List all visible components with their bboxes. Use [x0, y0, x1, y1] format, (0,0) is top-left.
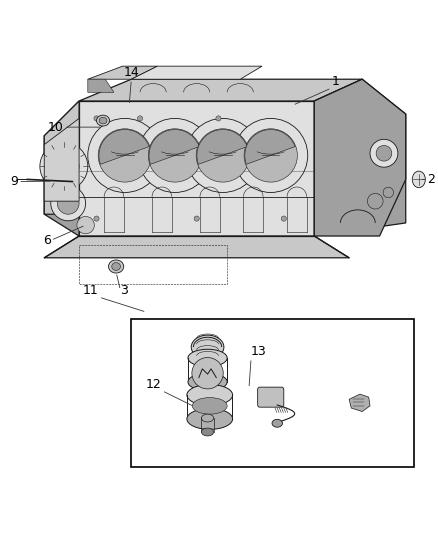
Circle shape — [192, 358, 223, 389]
Circle shape — [196, 129, 250, 182]
Circle shape — [51, 186, 85, 221]
Polygon shape — [79, 101, 314, 236]
Polygon shape — [314, 79, 406, 236]
Polygon shape — [44, 101, 79, 214]
Circle shape — [138, 118, 212, 192]
Text: 14: 14 — [124, 66, 139, 79]
Circle shape — [77, 216, 94, 234]
Circle shape — [94, 216, 99, 221]
Wedge shape — [149, 130, 199, 164]
Bar — [131, 319, 414, 467]
Text: 12: 12 — [146, 377, 162, 391]
Circle shape — [376, 146, 392, 161]
Circle shape — [49, 151, 79, 182]
Circle shape — [88, 118, 162, 192]
Polygon shape — [349, 394, 370, 411]
Text: 10: 10 — [48, 120, 64, 134]
Circle shape — [98, 129, 152, 182]
Ellipse shape — [96, 115, 110, 126]
Circle shape — [186, 118, 260, 192]
Ellipse shape — [201, 428, 214, 436]
Polygon shape — [88, 79, 114, 92]
Wedge shape — [197, 130, 247, 164]
Ellipse shape — [412, 171, 425, 188]
Text: 3: 3 — [120, 284, 128, 297]
Polygon shape — [44, 101, 79, 236]
Ellipse shape — [192, 398, 227, 414]
Polygon shape — [314, 79, 406, 236]
Ellipse shape — [188, 349, 227, 367]
Polygon shape — [44, 118, 79, 201]
Polygon shape — [88, 66, 158, 79]
Ellipse shape — [99, 117, 107, 124]
Circle shape — [138, 116, 143, 121]
Ellipse shape — [188, 373, 227, 391]
Circle shape — [383, 187, 393, 198]
Ellipse shape — [191, 335, 224, 359]
Circle shape — [57, 192, 79, 214]
Text: 1: 1 — [332, 75, 339, 88]
Circle shape — [281, 216, 286, 221]
Ellipse shape — [187, 408, 233, 430]
Circle shape — [367, 193, 383, 209]
Text: 9: 9 — [10, 175, 18, 188]
Wedge shape — [245, 130, 295, 164]
Text: 13: 13 — [251, 345, 267, 358]
Text: 2: 2 — [427, 173, 435, 186]
Wedge shape — [99, 130, 149, 164]
Polygon shape — [79, 79, 362, 101]
Polygon shape — [131, 66, 262, 79]
Circle shape — [194, 216, 199, 221]
Text: 11: 11 — [83, 284, 99, 297]
Circle shape — [148, 129, 201, 182]
Circle shape — [370, 139, 398, 167]
Ellipse shape — [112, 263, 120, 270]
Polygon shape — [44, 236, 349, 258]
Circle shape — [40, 142, 88, 190]
Circle shape — [216, 116, 221, 121]
Circle shape — [244, 129, 297, 182]
Text: 6: 6 — [43, 234, 51, 247]
Circle shape — [94, 116, 99, 121]
Ellipse shape — [272, 419, 283, 427]
Ellipse shape — [109, 260, 124, 273]
FancyBboxPatch shape — [258, 387, 284, 407]
Ellipse shape — [201, 414, 214, 422]
Ellipse shape — [187, 384, 233, 406]
Circle shape — [234, 118, 308, 192]
